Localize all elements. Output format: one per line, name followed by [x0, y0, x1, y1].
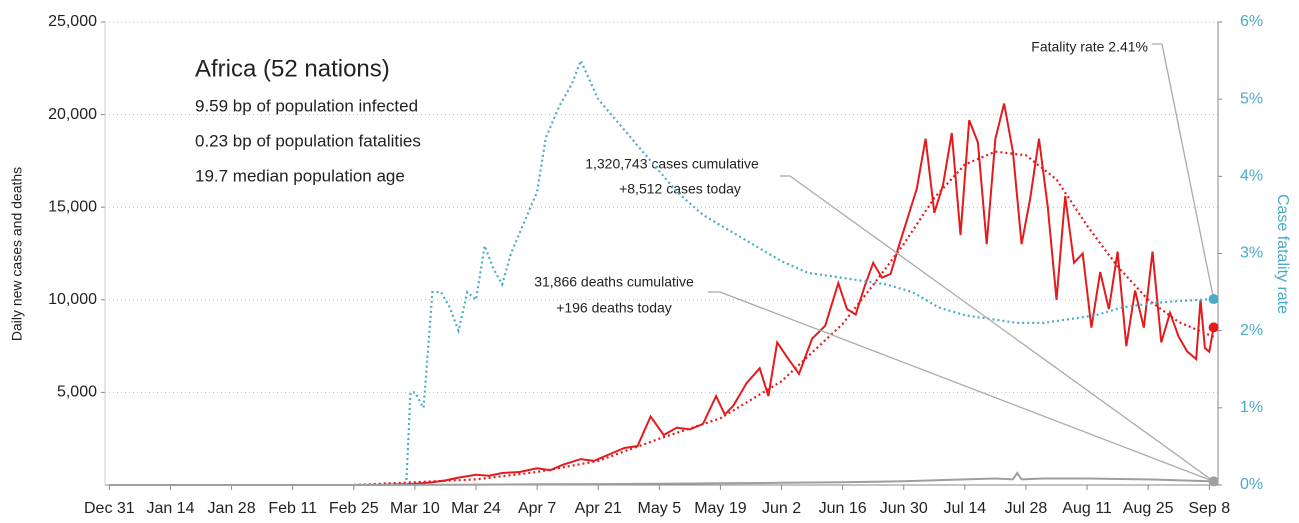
- x-tick-label: Apr 21: [575, 500, 622, 517]
- x-tick-label: Feb 25: [329, 500, 379, 517]
- y2-tick-label: 2%: [1240, 322, 1263, 339]
- x-tick-label: Aug 11: [1062, 500, 1112, 517]
- subtitle-line: 19.7 median population age: [195, 166, 405, 185]
- annotation: Fatality rate 2.41%: [1031, 39, 1148, 55]
- end-marker: [1208, 476, 1219, 487]
- y2-axis-label: Case fatality rate: [1274, 194, 1291, 314]
- x-tick-label: Jun 30: [880, 500, 928, 517]
- x-tick-label: Feb 11: [268, 500, 317, 517]
- y2-tick-label: 5%: [1240, 90, 1263, 107]
- annotation: +8,512 cases today: [619, 181, 741, 197]
- series-line: [109, 103, 1215, 486]
- x-tick-label: Aug 25: [1123, 500, 1174, 517]
- x-tick-label: Mar 10: [390, 500, 440, 517]
- y-tick-label: 5,000: [57, 384, 97, 401]
- series-line: [353, 150, 1215, 487]
- x-tick-label: May 5: [638, 500, 682, 517]
- subtitle-line: 0.23 bp of population fatalities: [195, 131, 421, 150]
- callout-line: [789, 175, 1215, 482]
- y-tick-label: 25,000: [48, 13, 97, 30]
- annotation: +196 deaths today: [556, 300, 672, 316]
- series-line: [405, 57, 1214, 486]
- y2-tick-label: 6%: [1240, 13, 1263, 30]
- series-line: [109, 471, 1214, 486]
- end-marker: [1208, 322, 1219, 333]
- x-tick-label: Sep 8: [1188, 500, 1230, 517]
- callout-line: [719, 291, 1214, 482]
- y2-tick-label: 3%: [1240, 245, 1263, 262]
- x-tick-label: Mar 24: [451, 500, 501, 517]
- y-tick-label: 10,000: [48, 291, 97, 308]
- x-tick-label: Jun 2: [762, 500, 801, 517]
- y-tick-label: 15,000: [48, 198, 97, 215]
- annotation: 31,866 deaths cumulative: [534, 274, 694, 290]
- x-tick-label: Jun 16: [819, 500, 867, 517]
- subtitle-line: 9.59 bp of population infected: [195, 96, 418, 115]
- x-tick-label: Jul 14: [943, 500, 986, 517]
- callout-line: [1161, 43, 1215, 300]
- y2-tick-label: 4%: [1240, 168, 1263, 185]
- end-marker: [1208, 294, 1219, 305]
- y-tick-label: 20,000: [48, 106, 97, 123]
- chart-title: Africa (52 nations): [195, 55, 390, 82]
- y-axis-label: Daily new cases and deaths: [9, 167, 25, 341]
- x-tick-label: Jan 14: [146, 500, 194, 517]
- y2-tick-label: 1%: [1240, 399, 1263, 416]
- annotation: 1,320,743 cases cumulative: [585, 156, 759, 172]
- y2-tick-label: 0%: [1240, 476, 1263, 493]
- x-tick-label: May 19: [694, 500, 747, 517]
- x-tick-label: Jan 28: [208, 500, 256, 517]
- x-tick-label: Dec 31: [84, 500, 135, 517]
- x-tick-label: Apr 7: [518, 500, 556, 517]
- x-tick-label: Jul 28: [1005, 500, 1048, 517]
